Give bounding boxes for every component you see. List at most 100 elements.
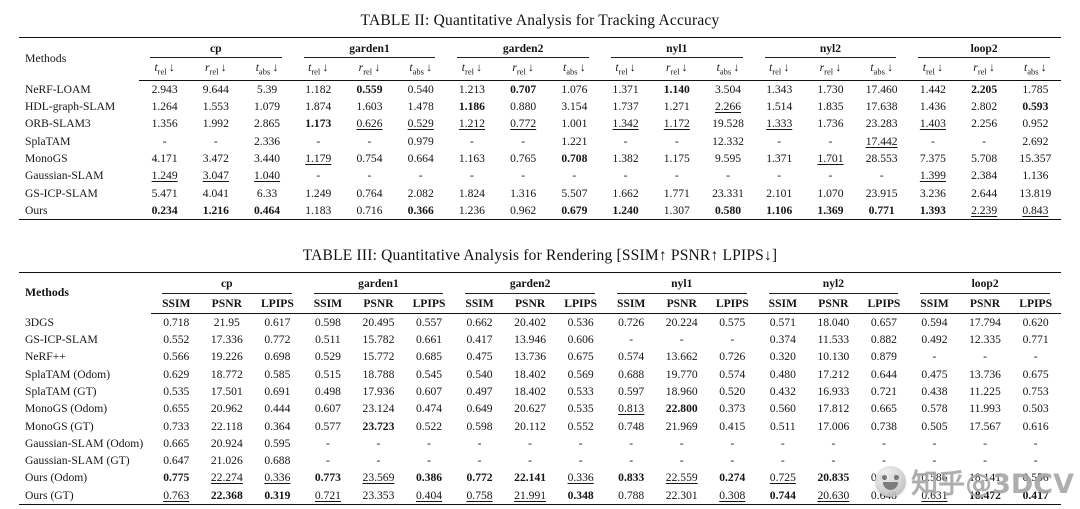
value-cell: 23.283 [865, 117, 898, 131]
value-cell: - [1033, 454, 1038, 468]
value-cell: 1.342 [612, 117, 639, 131]
value-cell: 0.631 [921, 488, 948, 502]
method-name: GS-ICP-SLAM [25, 186, 98, 200]
value-cell: 2.802 [971, 100, 998, 114]
value-cell: 4.041 [202, 186, 229, 200]
value-cell: 0.655 [163, 402, 190, 416]
value-cell: 0.813 [618, 402, 645, 416]
value-cell: 12.335 [969, 333, 1001, 347]
value-cell: 0.718 [163, 315, 190, 329]
scene-group-header: nyl1 [606, 273, 758, 295]
value-cell: 0.515 [314, 367, 341, 381]
value-cell: 0.716 [356, 203, 383, 217]
value-cell: - [629, 436, 634, 450]
value-cell: 1.106 [766, 203, 793, 217]
value-cell: - [477, 436, 482, 450]
value-cell: 0.336 [567, 471, 594, 485]
value-cell: 0.688 [618, 367, 645, 381]
value-cell: 17.638 [865, 100, 898, 114]
value-cell: 1.070 [817, 186, 844, 200]
value-cell: 28.553 [865, 152, 898, 166]
value-cell: 22.301 [665, 488, 698, 502]
value-cell: 1.835 [817, 100, 844, 114]
value-cell: 3.472 [202, 152, 229, 166]
value-cell: 0.364 [264, 419, 291, 433]
value-cell: 18.472 [969, 488, 1001, 502]
value-cell: 0.788 [618, 488, 645, 502]
value-cell: 20.402 [514, 315, 547, 329]
metric-header: LPIPS [252, 294, 303, 314]
value-cell: 1.249 [151, 169, 178, 183]
value-cell: 3.236 [919, 186, 946, 200]
value-cell: 1.343 [766, 82, 793, 96]
value-cell: - [932, 350, 937, 364]
value-cell: 1.264 [151, 100, 178, 114]
table-iii-rendering: Methods cp garden1 garden2 nyl1 nyl2 loop2 SSIM… [19, 272, 1061, 506]
value-cell: 1.136 [1022, 169, 1049, 183]
value-cell: 0.475 [921, 367, 948, 381]
table-row: SplaTAM (GT) 0.535 17.501 0.691 0.498 17.936 0… [19, 383, 1061, 400]
metric-header: SSIM [605, 294, 657, 314]
value-cell: 0.598 [466, 419, 493, 433]
value-cell: 1.824 [458, 186, 485, 200]
table-row: GS-ICP-SLAM 0.552 17.336 0.772 0.511 15.782 0.… [19, 331, 1061, 348]
scene-group-header: nyl2 [758, 273, 910, 295]
value-cell: - [578, 454, 583, 468]
value-cell: 0.432 [769, 384, 796, 398]
table-row: Gaussian-SLAM (GT) 0.647 21.026 0.688 - - - - - -… [19, 452, 1061, 469]
value-cell: - [427, 454, 431, 468]
value-cell: 1.730 [817, 82, 844, 96]
value-cell: 0.475 [466, 350, 493, 364]
value-cell: 15.782 [362, 333, 395, 347]
value-cell: 0.833 [618, 471, 645, 485]
value-cell: 18.772 [210, 367, 243, 381]
value-cell: 0.480 [769, 367, 796, 381]
metric-header: SSIM [302, 294, 354, 314]
value-cell: 0.675 [1022, 367, 1049, 381]
value-cell: 0.556 [1022, 471, 1049, 485]
value-cell: 1.436 [919, 100, 946, 114]
value-cell: 0.503 [1022, 402, 1049, 416]
value-cell: 0.492 [921, 333, 948, 347]
value-cell: 1.040 [254, 169, 281, 183]
value-cell: 10.130 [817, 350, 850, 364]
value-cell: 1.356 [151, 117, 178, 131]
value-cell: 0.952 [1022, 117, 1049, 131]
metric-header-row: SSIM PSNR LPIPS SSIM PSNR LPIPS SSIM PSNR LPIPS S… [19, 294, 1061, 314]
value-cell: - [831, 436, 836, 450]
value-cell: 0.594 [921, 315, 948, 329]
table-iii-caption: TABLE III: Quantitative Analysis for Ren… [302, 247, 778, 265]
value-cell: 22.800 [665, 402, 698, 416]
value-cell: 1.216 [202, 203, 229, 217]
value-cell: 0.726 [719, 350, 746, 364]
method-name: SplaTAM (Odom) [25, 367, 111, 381]
metric-header: tabs ↓ [548, 59, 600, 81]
metric-header: trel ↓ [753, 59, 805, 81]
value-cell: 20.835 [817, 471, 850, 485]
value-cell: 23.723 [362, 419, 395, 433]
value-cell: 0.571 [769, 315, 796, 329]
value-cell: - [316, 134, 321, 148]
table-row: SplaTAM - - 2.336 - - 0.979 - - 1.221 - - 12.332 - - 17… [19, 133, 1061, 150]
value-cell: 0.688 [264, 454, 291, 468]
value-cell: 12.332 [712, 134, 744, 148]
value-cell: 1.371 [612, 82, 639, 96]
table-row: HDL-graph-SLAM 1.264 1.553 1.079 1.874 1.603 1… [19, 98, 1061, 115]
value-cell: 0.626 [356, 117, 383, 131]
value-cell: 1.240 [612, 203, 639, 217]
methods-column-header: Methods [25, 285, 69, 300]
table-ii-tracking-accuracy: Methods cp garden1 garden2 nyl1 nyl2 loop2 trel… [19, 37, 1061, 221]
method-name: SplaTAM (GT) [25, 384, 97, 398]
value-cell: 1.172 [663, 117, 690, 131]
value-cell: 0.522 [415, 419, 443, 433]
scene-group-header: garden2 [454, 273, 606, 295]
metric-header: rrel ↓ [343, 59, 396, 81]
value-cell: 0.725 [769, 471, 796, 485]
value-cell: - [930, 134, 935, 148]
value-cell: 0.505 [921, 419, 948, 433]
value-cell: 0.648 [870, 488, 897, 502]
value-cell: 11.225 [969, 384, 1001, 398]
value-cell: - [469, 134, 474, 148]
value-cell: 9.595 [714, 152, 742, 166]
value-cell: 0.559 [356, 82, 383, 96]
